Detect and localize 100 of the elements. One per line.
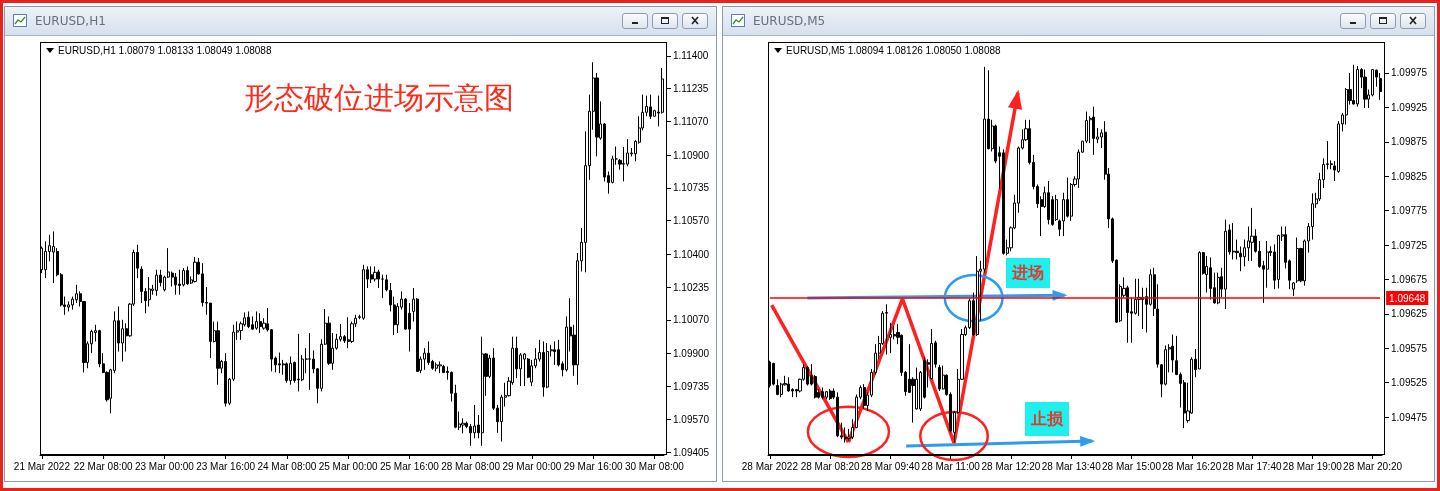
candlestick (174, 272, 177, 296)
y-tick-label: 1.11400 (673, 50, 709, 62)
candlestick (255, 310, 258, 331)
y-tick-label: 1.09925 (1391, 101, 1428, 113)
chart-subtitle: EURUSD,M5 1.08094 1.08126 1.08050 1.08088 (786, 45, 1001, 56)
candlestick (1217, 272, 1220, 305)
candlestick (408, 302, 411, 353)
candlestick (523, 352, 526, 387)
candlestick (427, 340, 430, 366)
candlestick (844, 426, 847, 444)
y-tick-label: 1.09775 (1391, 205, 1428, 217)
y-tick-label: 1.10235 (673, 281, 710, 293)
candlestick (889, 322, 892, 354)
candlestick (370, 265, 373, 284)
y-tick-label: 1.09975 (1391, 67, 1428, 79)
x-tick-label: 29 Mar 00:00 (502, 460, 562, 472)
candlestick (772, 362, 775, 386)
candlestick (297, 333, 300, 392)
candlestick (251, 315, 254, 331)
y-tick-label: 1.11235 (673, 83, 709, 95)
x-tick-label: 24 Mar 08:00 (257, 460, 317, 472)
annotation: 止损 (1025, 402, 1069, 436)
candlestick (67, 301, 70, 312)
candlestick (52, 230, 55, 284)
candlestick (347, 316, 350, 349)
y-tick-label: 1.09405 (673, 446, 710, 458)
candlestick (247, 310, 250, 329)
y-tick-label: 1.10400 (673, 248, 710, 260)
x-tick-label: 21 Mar 2022 (13, 460, 71, 472)
x-tick-label: 22 Mar 08:00 (73, 460, 134, 472)
y-tick-label: 1.09570 (673, 413, 710, 425)
candlestick (825, 390, 828, 400)
x-tick-label: 23 Mar 16:00 (196, 460, 256, 472)
y-tick-label: 1.10070 (673, 314, 710, 326)
candlestick (193, 256, 197, 283)
candlestick (438, 360, 442, 374)
candlestick (542, 340, 545, 398)
candlestick (1379, 72, 1382, 101)
y-tick-label: 1.09725 (1391, 239, 1428, 251)
candlestick (178, 269, 181, 296)
ref-line-label: 1.09648 (1389, 292, 1426, 304)
x-tick-label: 28 Mar 08:00 (441, 460, 501, 472)
y-tick-label: 1.09525 (1391, 377, 1428, 389)
candlestick (1092, 106, 1095, 156)
x-tick-label: 28 Mar 17:40 (1222, 460, 1282, 472)
candlestick (1363, 69, 1367, 109)
y-tick-label: 1.09575 (1391, 342, 1428, 354)
candlestick (938, 364, 941, 392)
y-tick-label: 1.09675 (1391, 273, 1428, 285)
candlestick (285, 361, 288, 384)
y-tick-label: 1.11070 (673, 115, 709, 127)
candlestick (1250, 207, 1254, 262)
x-tick-label: 28 Mar 13:40 (1041, 460, 1102, 472)
candlestick (1047, 180, 1050, 225)
candlestick (289, 356, 292, 386)
x-tick-label: 28 Mar 15:00 (1102, 460, 1162, 472)
candlestick (885, 303, 888, 355)
y-tick-label: 1.09625 (1391, 308, 1428, 320)
candlestick (649, 94, 652, 120)
annotation: 形态破位进场示意图 (243, 78, 514, 117)
y-tick-label: 1.09875 (1391, 136, 1428, 148)
x-tick-label: 28 Mar 2022 (741, 460, 799, 472)
candlestick (1171, 334, 1174, 373)
candlestick (829, 388, 832, 401)
candlestick (308, 332, 311, 391)
candlestick (155, 269, 158, 297)
x-tick-label: 23 Mar 00:00 (134, 460, 195, 472)
y-tick-label: 1.09825 (1391, 170, 1428, 182)
x-tick-label: 30 Mar 08:00 (624, 460, 685, 472)
candlestick (1209, 256, 1212, 300)
x-tick-label: 28 Mar 20:20 (1343, 460, 1403, 472)
y-tick-label: 1.10735 (673, 182, 710, 194)
x-tick-label: 28 Mar 19:00 (1282, 460, 1343, 472)
y-tick-label: 1.09475 (1391, 411, 1428, 423)
candlestick (776, 378, 779, 396)
y-tick-label: 1.10900 (673, 149, 710, 161)
candlestick (1232, 222, 1235, 261)
y-tick-label: 1.10570 (673, 215, 710, 227)
candlestick (186, 265, 189, 286)
candlestick (278, 352, 281, 374)
candlestick (821, 387, 824, 400)
candlestick (259, 312, 262, 334)
x-tick-label: 25 Mar 16:00 (379, 460, 440, 472)
x-tick-label: 28 Mar 11:00 (921, 460, 981, 472)
x-tick-label: 28 Mar 08:20 (800, 460, 861, 472)
candlestick (1352, 64, 1355, 106)
candlestick (1002, 148, 1005, 256)
candlestick (224, 352, 227, 408)
chart-title: EURUSD,M5 (753, 14, 826, 28)
y-tick-label: 1.09900 (673, 348, 710, 360)
chart-title: EURUSD,H1 (35, 14, 106, 28)
candlestick (1356, 65, 1359, 108)
candlestick (362, 264, 365, 321)
candlestick (216, 321, 220, 386)
candlestick (553, 340, 556, 366)
candlestick (1205, 255, 1208, 294)
annotation: 进场 (1005, 257, 1051, 289)
candlestick (976, 255, 979, 337)
chart-subtitle: EURUSD,H1 1.08079 1.08133 1.08049 1.08088 (58, 45, 272, 56)
x-tick-label: 29 Mar 16:00 (563, 460, 624, 472)
